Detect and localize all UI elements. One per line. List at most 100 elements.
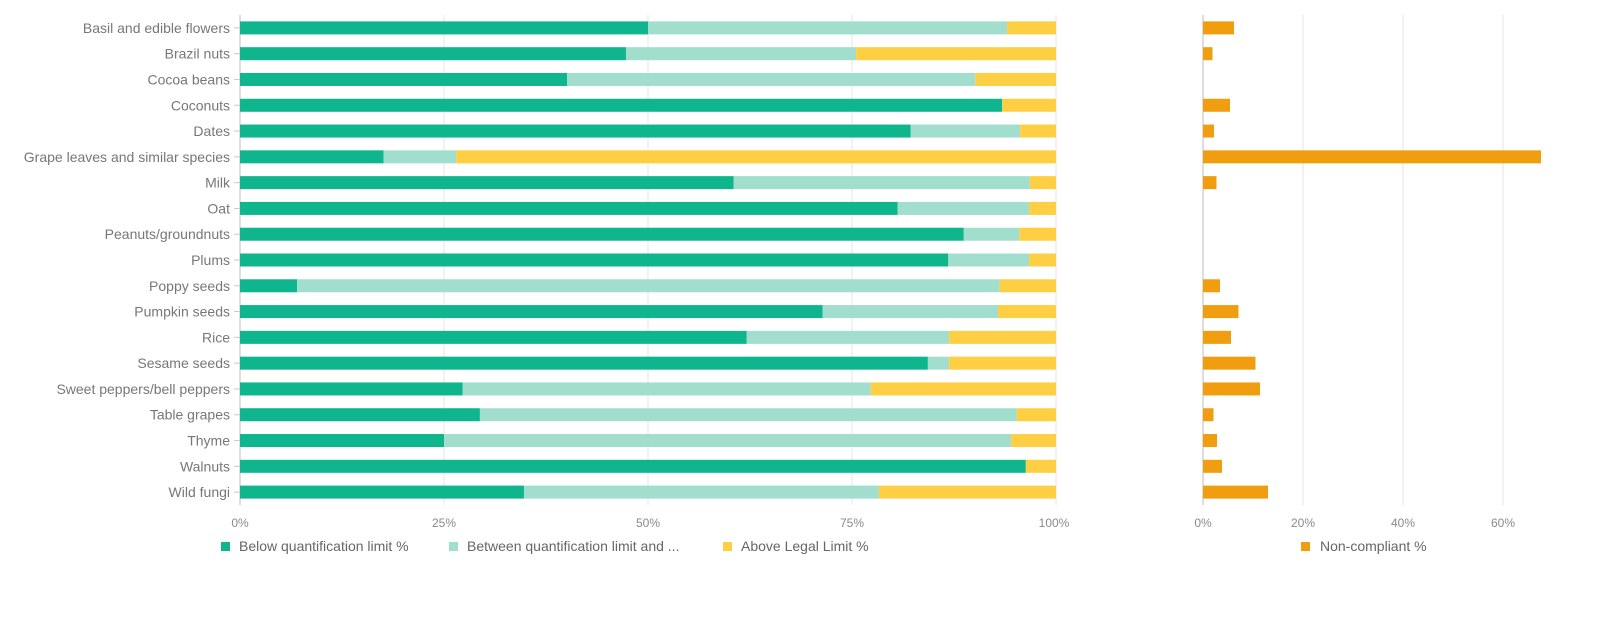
legend-swatch <box>723 542 732 551</box>
category-label: Plums <box>191 252 230 268</box>
category-labels: Basil and edible flowers Brazil nuts Cocoa… <box>24 20 240 500</box>
bar-noncompliant <box>1203 459 1222 473</box>
bar-below-limit <box>240 72 568 86</box>
bar-between-limits <box>625 47 857 61</box>
legend-swatch <box>1301 542 1310 551</box>
category-label: Peanuts/groundnuts <box>105 226 230 242</box>
x-tick-label: 20% <box>1291 516 1315 530</box>
category-label: Wild fungi <box>169 484 230 500</box>
bar-between-limits <box>297 279 1000 293</box>
bar-above-legal-limit <box>1020 124 1056 138</box>
x-tick-label: 100% <box>1039 516 1070 530</box>
bar-between-limits <box>963 227 1020 241</box>
category-label: Oat <box>207 200 230 216</box>
bar-above-legal-limit <box>998 305 1056 319</box>
bar-below-limit <box>240 253 949 267</box>
bar-below-limit <box>240 459 1026 473</box>
bar-between-limits <box>733 176 1030 190</box>
bar-below-limit <box>240 434 444 448</box>
bar-below-limit <box>240 201 898 215</box>
bar-above-legal-limit <box>856 47 1056 61</box>
right-x-tick-labels: 0% 20% 40% 60% <box>1194 516 1515 530</box>
category-label: Walnuts <box>180 458 230 474</box>
category-label: Table grapes <box>150 407 230 423</box>
bar-noncompliant <box>1203 408 1214 422</box>
bar-below-limit <box>240 485 524 499</box>
bar-below-limit <box>240 150 384 164</box>
bar-between-limits <box>648 21 1008 35</box>
bar-above-legal-limit <box>1016 408 1056 422</box>
left-x-tick-labels: 0% 25% 50% 75% 100% <box>231 516 1069 530</box>
bar-below-limit <box>240 21 648 35</box>
category-label: Pumpkin seeds <box>134 304 230 320</box>
legend-right: Non-compliant % <box>1301 538 1427 554</box>
bar-above-legal-limit <box>975 72 1056 86</box>
bar-below-limit <box>240 382 463 396</box>
bar-above-legal-limit <box>1019 227 1056 241</box>
bar-above-legal-limit <box>1002 98 1056 112</box>
x-tick-label: 0% <box>1194 516 1212 530</box>
bar-noncompliant <box>1203 356 1256 370</box>
legend-swatch <box>449 542 458 551</box>
bar-above-legal-limit <box>999 279 1056 293</box>
bar-above-legal-limit <box>949 356 1056 370</box>
x-tick-label: 60% <box>1491 516 1515 530</box>
category-label: Basil and edible flowers <box>83 20 230 36</box>
bar-below-limit <box>240 227 964 241</box>
legend-label: Below quantification limit % <box>239 538 409 554</box>
bar-above-legal-limit <box>949 330 1056 344</box>
x-tick-label: 75% <box>840 516 864 530</box>
bar-noncompliant <box>1203 485 1268 499</box>
bar-above-legal-limit <box>1025 459 1056 473</box>
bar-below-limit <box>240 176 734 190</box>
legend-swatch <box>221 542 230 551</box>
bar-below-limit <box>240 305 823 319</box>
bar-below-limit <box>240 408 480 422</box>
category-label: Dates <box>193 123 230 139</box>
bar-between-limits <box>479 408 1017 422</box>
bar-noncompliant <box>1203 124 1214 138</box>
bar-between-limits <box>910 124 1021 138</box>
bar-noncompliant <box>1203 150 1541 164</box>
bar-noncompliant <box>1203 434 1217 448</box>
legend-label: Between quantification limit and ... <box>467 538 679 554</box>
category-label: Grape leaves and similar species <box>24 149 230 165</box>
category-label: Poppy seeds <box>149 278 230 294</box>
category-label: Sweet peppers/bell peppers <box>56 381 230 397</box>
bar-between-limits <box>897 201 1030 215</box>
bar-between-limits <box>462 382 871 396</box>
bar-above-legal-limit <box>1029 201 1056 215</box>
noncompliant-bars <box>1203 21 1541 499</box>
category-label: Sesame seeds <box>137 355 230 371</box>
bar-below-limit <box>240 47 626 61</box>
bar-above-legal-limit <box>1007 21 1056 35</box>
legend-label: Non-compliant % <box>1320 538 1427 554</box>
bar-noncompliant <box>1203 305 1239 319</box>
bar-above-legal-limit <box>878 485 1056 499</box>
category-label: Thyme <box>187 433 230 449</box>
bar-below-limit <box>240 124 911 138</box>
category-label: Coconuts <box>171 97 230 113</box>
bar-below-limit <box>240 330 747 344</box>
category-label: Brazil nuts <box>165 46 230 62</box>
bar-noncompliant <box>1203 279 1220 293</box>
bar-above-legal-limit <box>870 382 1056 396</box>
bar-above-legal-limit <box>1029 176 1056 190</box>
legend-label: Above Legal Limit % <box>741 538 869 554</box>
bar-noncompliant <box>1203 382 1260 396</box>
bar-noncompliant <box>1203 21 1234 35</box>
bar-between-limits <box>822 305 999 319</box>
x-tick-label: 40% <box>1391 516 1415 530</box>
category-label: Rice <box>202 329 230 345</box>
x-tick-label: 0% <box>231 516 249 530</box>
bar-noncompliant <box>1203 176 1217 190</box>
bar-between-limits <box>383 150 457 164</box>
x-tick-label: 50% <box>636 516 660 530</box>
stacked-bars <box>240 21 1056 499</box>
bar-noncompliant <box>1203 98 1230 112</box>
bar-below-limit <box>240 98 1003 112</box>
x-tick-label: 25% <box>432 516 456 530</box>
bar-between-limits <box>567 72 976 86</box>
right-chart-gridlines <box>1202 15 1504 505</box>
